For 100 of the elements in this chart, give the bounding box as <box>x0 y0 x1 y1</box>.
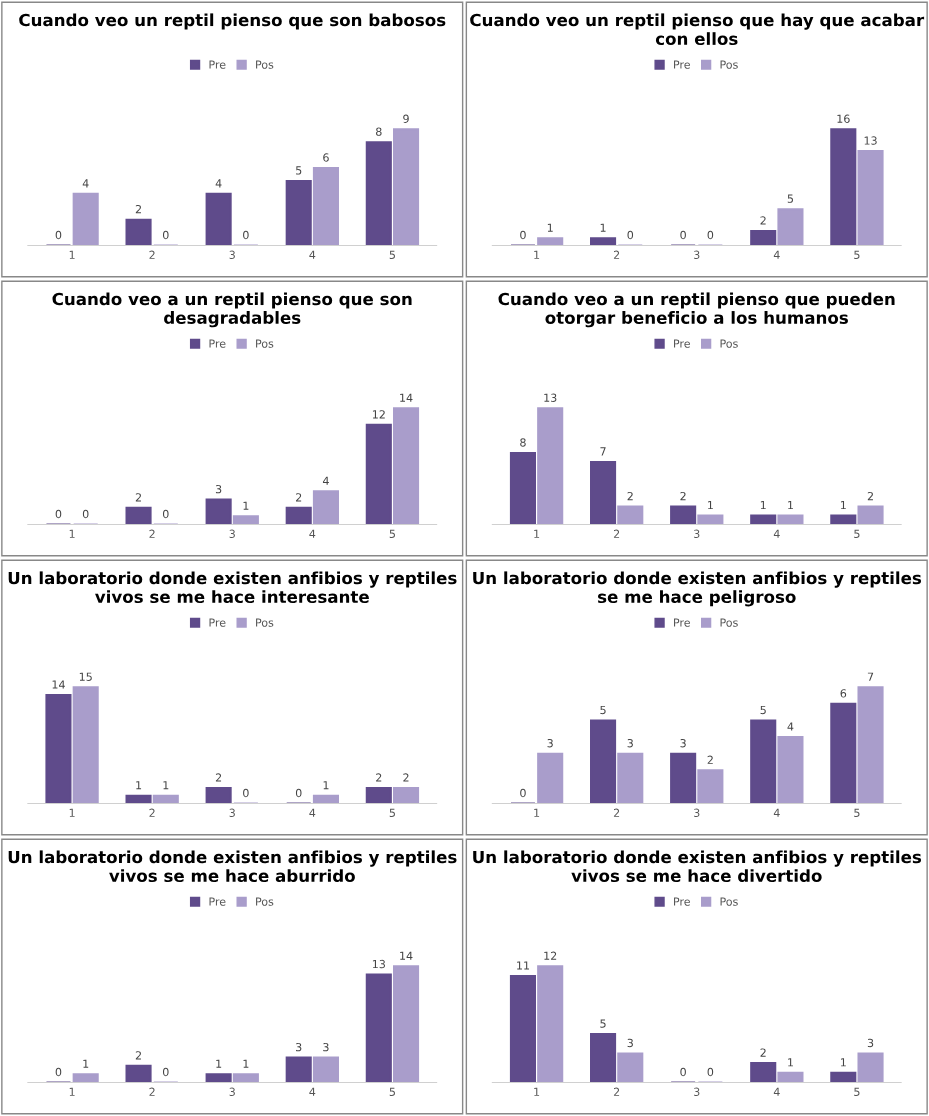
data-label: 2 <box>403 773 409 782</box>
legend-label: Pos <box>256 618 274 627</box>
data-label: 6 <box>323 153 329 162</box>
x-tick-label: 5 <box>854 250 860 259</box>
data-label: 0 <box>162 1067 169 1077</box>
x-tick-label: 2 <box>613 529 620 538</box>
x-tick-label: 5 <box>854 808 860 817</box>
data-label: 15 <box>79 672 92 681</box>
data-label: 0 <box>295 788 302 798</box>
chart-title: Un laboratorio donde existen anfibios y reptiles vivos se me hace aburrido <box>8 850 457 883</box>
data-label: 5 <box>787 194 794 203</box>
chart-title: Cuando veo a un reptil pienso que son desagradables <box>52 292 412 328</box>
data-label: 1 <box>243 1059 249 1068</box>
data-label: 1 <box>243 501 249 510</box>
chart-title: Cuando veo un reptil pienso que hay que acabar con ellos <box>470 13 925 46</box>
data-label: 3 <box>680 738 686 748</box>
x-tick-label: 3 <box>229 529 235 538</box>
data-label: 14 <box>400 393 413 402</box>
data-label: 9 <box>403 114 409 123</box>
x-tick-label: 4 <box>773 250 780 259</box>
data-label: 1 <box>83 1059 89 1068</box>
legend-label: Pre <box>209 339 226 348</box>
data-label: 2 <box>760 216 766 225</box>
data-label: 0 <box>82 509 89 519</box>
data-label: 1 <box>708 501 713 510</box>
data-label: 13 <box>544 393 557 402</box>
data-label: 0 <box>627 230 634 240</box>
data-label: 0 <box>55 230 62 240</box>
x-tick-label: 3 <box>229 250 235 259</box>
data-label: 1 <box>323 781 329 790</box>
data-label: 2 <box>135 493 141 502</box>
legend-label: Pre <box>674 897 690 906</box>
data-label: 1 <box>840 501 846 510</box>
legend-label: Pre <box>209 897 226 906</box>
data-label: 0 <box>707 1067 714 1077</box>
data-label: 2 <box>296 493 302 502</box>
data-label: 0 <box>162 509 169 519</box>
x-tick-label: 3 <box>229 808 235 817</box>
data-label: 0 <box>55 509 62 519</box>
x-tick-label: 1 <box>534 250 540 259</box>
data-label: 8 <box>520 438 526 447</box>
data-label: 2 <box>680 491 686 501</box>
legend-label: Pos <box>256 339 274 348</box>
data-label: 3 <box>296 1042 302 1052</box>
data-label: 3 <box>627 1038 633 1048</box>
data-label: 8 <box>376 127 382 136</box>
data-label: 2 <box>215 773 222 782</box>
data-label: 2 <box>760 1048 766 1057</box>
data-label: 0 <box>520 230 526 240</box>
data-label: 13 <box>372 959 385 969</box>
data-label: 12 <box>372 410 385 419</box>
data-label: 3 <box>627 738 633 748</box>
x-tick-label: 2 <box>149 1087 155 1096</box>
x-tick-label: 2 <box>613 1087 620 1096</box>
data-label: 4 <box>82 179 89 188</box>
data-label: 2 <box>707 755 713 764</box>
chart-title: Un laboratorio donde existen anfibios y reptiles vivos se me hace interesante <box>8 571 457 604</box>
x-tick-label: 1 <box>69 250 75 259</box>
x-tick-label: 1 <box>534 529 540 538</box>
data-label: 0 <box>680 230 686 240</box>
data-label: 5 <box>296 166 302 175</box>
x-tick-label: 3 <box>694 529 700 538</box>
data-label: 3 <box>867 1038 874 1048</box>
x-tick-label: 2 <box>149 529 155 538</box>
legend-label: Pos <box>720 339 738 348</box>
data-label: 4 <box>322 476 329 485</box>
chart-title: Cuando veo un reptil pienso que son babosos <box>19 13 446 30</box>
data-label: 7 <box>867 672 874 681</box>
data-label: 0 <box>243 788 249 798</box>
x-tick-label: 5 <box>389 808 395 817</box>
x-tick-label: 1 <box>69 808 75 817</box>
x-tick-label: 5 <box>854 1087 860 1096</box>
data-label: 14 <box>52 680 65 689</box>
x-tick-label: 3 <box>694 250 700 259</box>
x-tick-label: 2 <box>149 250 155 259</box>
legend-label: Pos <box>256 897 274 906</box>
legend-label: Pos <box>720 618 738 627</box>
data-label: 3 <box>323 1042 329 1052</box>
data-label: 1 <box>840 1058 846 1067</box>
data-label: 5 <box>600 1019 606 1028</box>
data-label: 14 <box>400 951 413 960</box>
x-tick-label: 5 <box>389 529 395 538</box>
data-label: 7 <box>600 447 606 456</box>
legend-label: Pos <box>720 897 738 906</box>
data-label: 0 <box>680 1067 686 1077</box>
chart-title: Cuando veo a un reptil pienso que pueden otorgar beneficio a los humanos <box>498 292 895 328</box>
data-label: 2 <box>376 773 382 782</box>
x-tick-label: 4 <box>309 250 316 259</box>
data-label: 5 <box>600 705 606 715</box>
data-label: 2 <box>627 491 633 501</box>
data-label: 1 <box>788 501 793 510</box>
x-tick-label: 4 <box>773 529 780 538</box>
x-tick-label: 1 <box>69 529 75 538</box>
x-tick-label: 4 <box>773 1087 780 1096</box>
data-label: 1 <box>547 223 553 232</box>
data-label: 3 <box>215 484 222 494</box>
chart-title: Un laboratorio donde existen anfibios y reptiles vivos se me hace divertido <box>473 850 922 883</box>
data-label: 0 <box>520 788 526 798</box>
x-tick-label: 1 <box>534 1087 540 1096</box>
data-label: 0 <box>707 230 714 240</box>
